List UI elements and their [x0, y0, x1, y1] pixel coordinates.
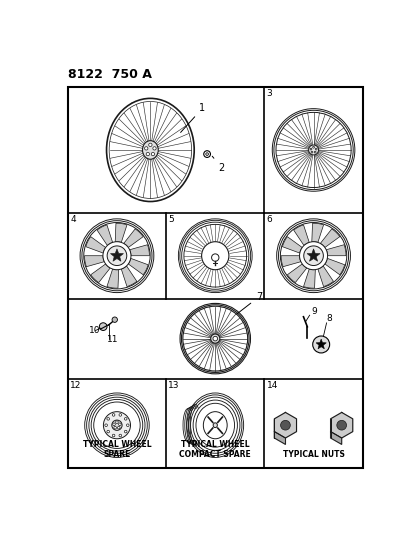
Circle shape	[315, 148, 317, 150]
Circle shape	[313, 336, 330, 353]
Polygon shape	[326, 245, 346, 256]
Polygon shape	[86, 237, 106, 253]
Circle shape	[99, 323, 107, 330]
Circle shape	[300, 241, 328, 270]
Circle shape	[146, 152, 150, 156]
Polygon shape	[275, 432, 286, 445]
Text: 14: 14	[267, 381, 278, 390]
Circle shape	[114, 426, 116, 429]
Polygon shape	[316, 339, 326, 349]
Polygon shape	[307, 249, 320, 261]
Circle shape	[115, 421, 118, 423]
Text: TYPICAL WHEEL
SPARE: TYPICAL WHEEL SPARE	[83, 440, 151, 459]
Polygon shape	[111, 249, 123, 261]
Text: 8: 8	[327, 314, 332, 324]
Circle shape	[211, 334, 220, 343]
Circle shape	[309, 145, 319, 155]
Text: TYPICAL NUTS: TYPICAL NUTS	[283, 450, 344, 459]
Polygon shape	[129, 245, 150, 256]
Circle shape	[112, 317, 118, 322]
Circle shape	[204, 151, 210, 157]
Circle shape	[127, 424, 129, 426]
Polygon shape	[281, 256, 301, 266]
Circle shape	[119, 414, 122, 416]
Polygon shape	[294, 225, 309, 246]
Circle shape	[153, 147, 156, 150]
Polygon shape	[97, 225, 113, 246]
Circle shape	[125, 417, 127, 420]
Text: 9: 9	[311, 306, 317, 316]
Text: 5: 5	[169, 215, 174, 224]
Text: TYPICAL WHEEL
COMPACT SPARE: TYPICAL WHEEL COMPACT SPARE	[179, 440, 251, 459]
Circle shape	[206, 153, 208, 155]
Text: 10: 10	[89, 326, 101, 335]
Circle shape	[103, 241, 131, 270]
Polygon shape	[91, 264, 110, 282]
Circle shape	[314, 151, 316, 153]
Text: 3: 3	[267, 90, 272, 99]
Polygon shape	[85, 256, 104, 266]
Text: 11: 11	[107, 335, 118, 344]
Circle shape	[304, 246, 323, 265]
Polygon shape	[124, 229, 143, 247]
Polygon shape	[325, 259, 345, 275]
Text: 2: 2	[212, 156, 225, 173]
Text: 7: 7	[237, 292, 262, 314]
Circle shape	[119, 423, 121, 425]
Circle shape	[104, 411, 131, 439]
Circle shape	[151, 152, 155, 156]
Polygon shape	[330, 413, 353, 438]
Circle shape	[112, 420, 122, 430]
Polygon shape	[107, 269, 119, 288]
Circle shape	[105, 424, 107, 426]
Ellipse shape	[106, 99, 194, 201]
Circle shape	[113, 423, 115, 425]
Text: 4: 4	[70, 215, 76, 224]
Polygon shape	[320, 229, 340, 247]
Text: 13: 13	[169, 381, 180, 390]
Circle shape	[311, 151, 313, 153]
Ellipse shape	[203, 411, 227, 439]
Polygon shape	[282, 237, 302, 253]
Circle shape	[145, 147, 148, 150]
Ellipse shape	[202, 241, 229, 270]
Text: 8122  750 A: 8122 750 A	[68, 68, 152, 81]
Ellipse shape	[213, 423, 217, 427]
Polygon shape	[275, 413, 296, 438]
Polygon shape	[115, 223, 127, 243]
Circle shape	[112, 434, 115, 437]
Polygon shape	[330, 432, 342, 445]
Text: 6: 6	[267, 215, 272, 224]
Circle shape	[313, 147, 314, 148]
Polygon shape	[287, 264, 307, 282]
Circle shape	[149, 143, 152, 147]
Circle shape	[107, 417, 109, 420]
Circle shape	[119, 434, 122, 437]
Text: 1: 1	[180, 103, 206, 132]
Polygon shape	[312, 223, 323, 243]
Polygon shape	[128, 259, 148, 275]
Circle shape	[213, 336, 217, 341]
Circle shape	[118, 426, 120, 429]
Circle shape	[107, 430, 109, 433]
Circle shape	[310, 148, 312, 150]
Circle shape	[281, 421, 290, 430]
Circle shape	[107, 246, 127, 265]
Ellipse shape	[143, 141, 158, 159]
Polygon shape	[318, 266, 333, 287]
Circle shape	[112, 414, 115, 416]
Circle shape	[125, 430, 127, 433]
Circle shape	[337, 421, 346, 430]
Polygon shape	[121, 266, 137, 287]
Polygon shape	[304, 269, 315, 288]
Text: 12: 12	[70, 381, 81, 390]
